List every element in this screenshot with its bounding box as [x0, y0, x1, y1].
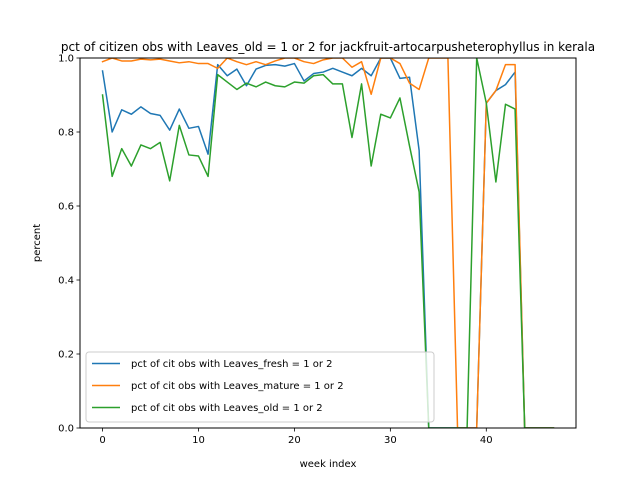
x-tick-label: 30 [384, 435, 397, 446]
legend-entry: pct of cit obs with Leaves_old = 1 or 2 [92, 403, 323, 414]
legend: pct of cit obs with Leaves_fresh = 1 or … [85, 351, 435, 423]
y-tick-label: 0.8 [58, 128, 74, 139]
x-tick-label: 20 [288, 435, 301, 446]
series-line-2 [101, 58, 555, 428]
legend-entry: pct of cit obs with Leaves_fresh = 1 or … [92, 359, 333, 370]
legend-label-mature: pct of cit obs with Leaves_mature = 1 or… [131, 381, 344, 392]
y-tick-label: 0.4 [58, 276, 74, 287]
plot-frame [79, 57, 577, 429]
x-axis-label: week index [300, 459, 357, 470]
series-line-3 [101, 58, 555, 428]
y-axis-label: percent [32, 224, 43, 262]
legend-label-old: pct of cit obs with Leaves_old = 1 or 2 [131, 403, 323, 414]
legend-entry: pct of cit obs with Leaves_mature = 1 or… [92, 381, 344, 392]
legend-box [85, 351, 435, 423]
legend-label-fresh: pct of cit obs with Leaves_fresh = 1 or … [131, 359, 333, 370]
x-tick-label: 40 [480, 435, 493, 446]
y-tick-label: 1.0 [58, 54, 74, 65]
y-axis-ticks: 0.0 0.2 0.4 0.6 0.8 1.0 [58, 54, 80, 435]
y-tick-label: 0.0 [58, 424, 74, 435]
x-tick-label: 10 [192, 435, 205, 446]
x-tick-label: 0 [99, 435, 105, 446]
y-tick-label: 0.2 [58, 350, 74, 361]
chart-title: pct of citizen obs with Leaves_old = 1 o… [61, 40, 595, 54]
x-axis-ticks: 0 10 20 30 40 [99, 428, 493, 446]
y-tick-label: 0.6 [58, 202, 74, 213]
series-layer [101, 58, 555, 428]
